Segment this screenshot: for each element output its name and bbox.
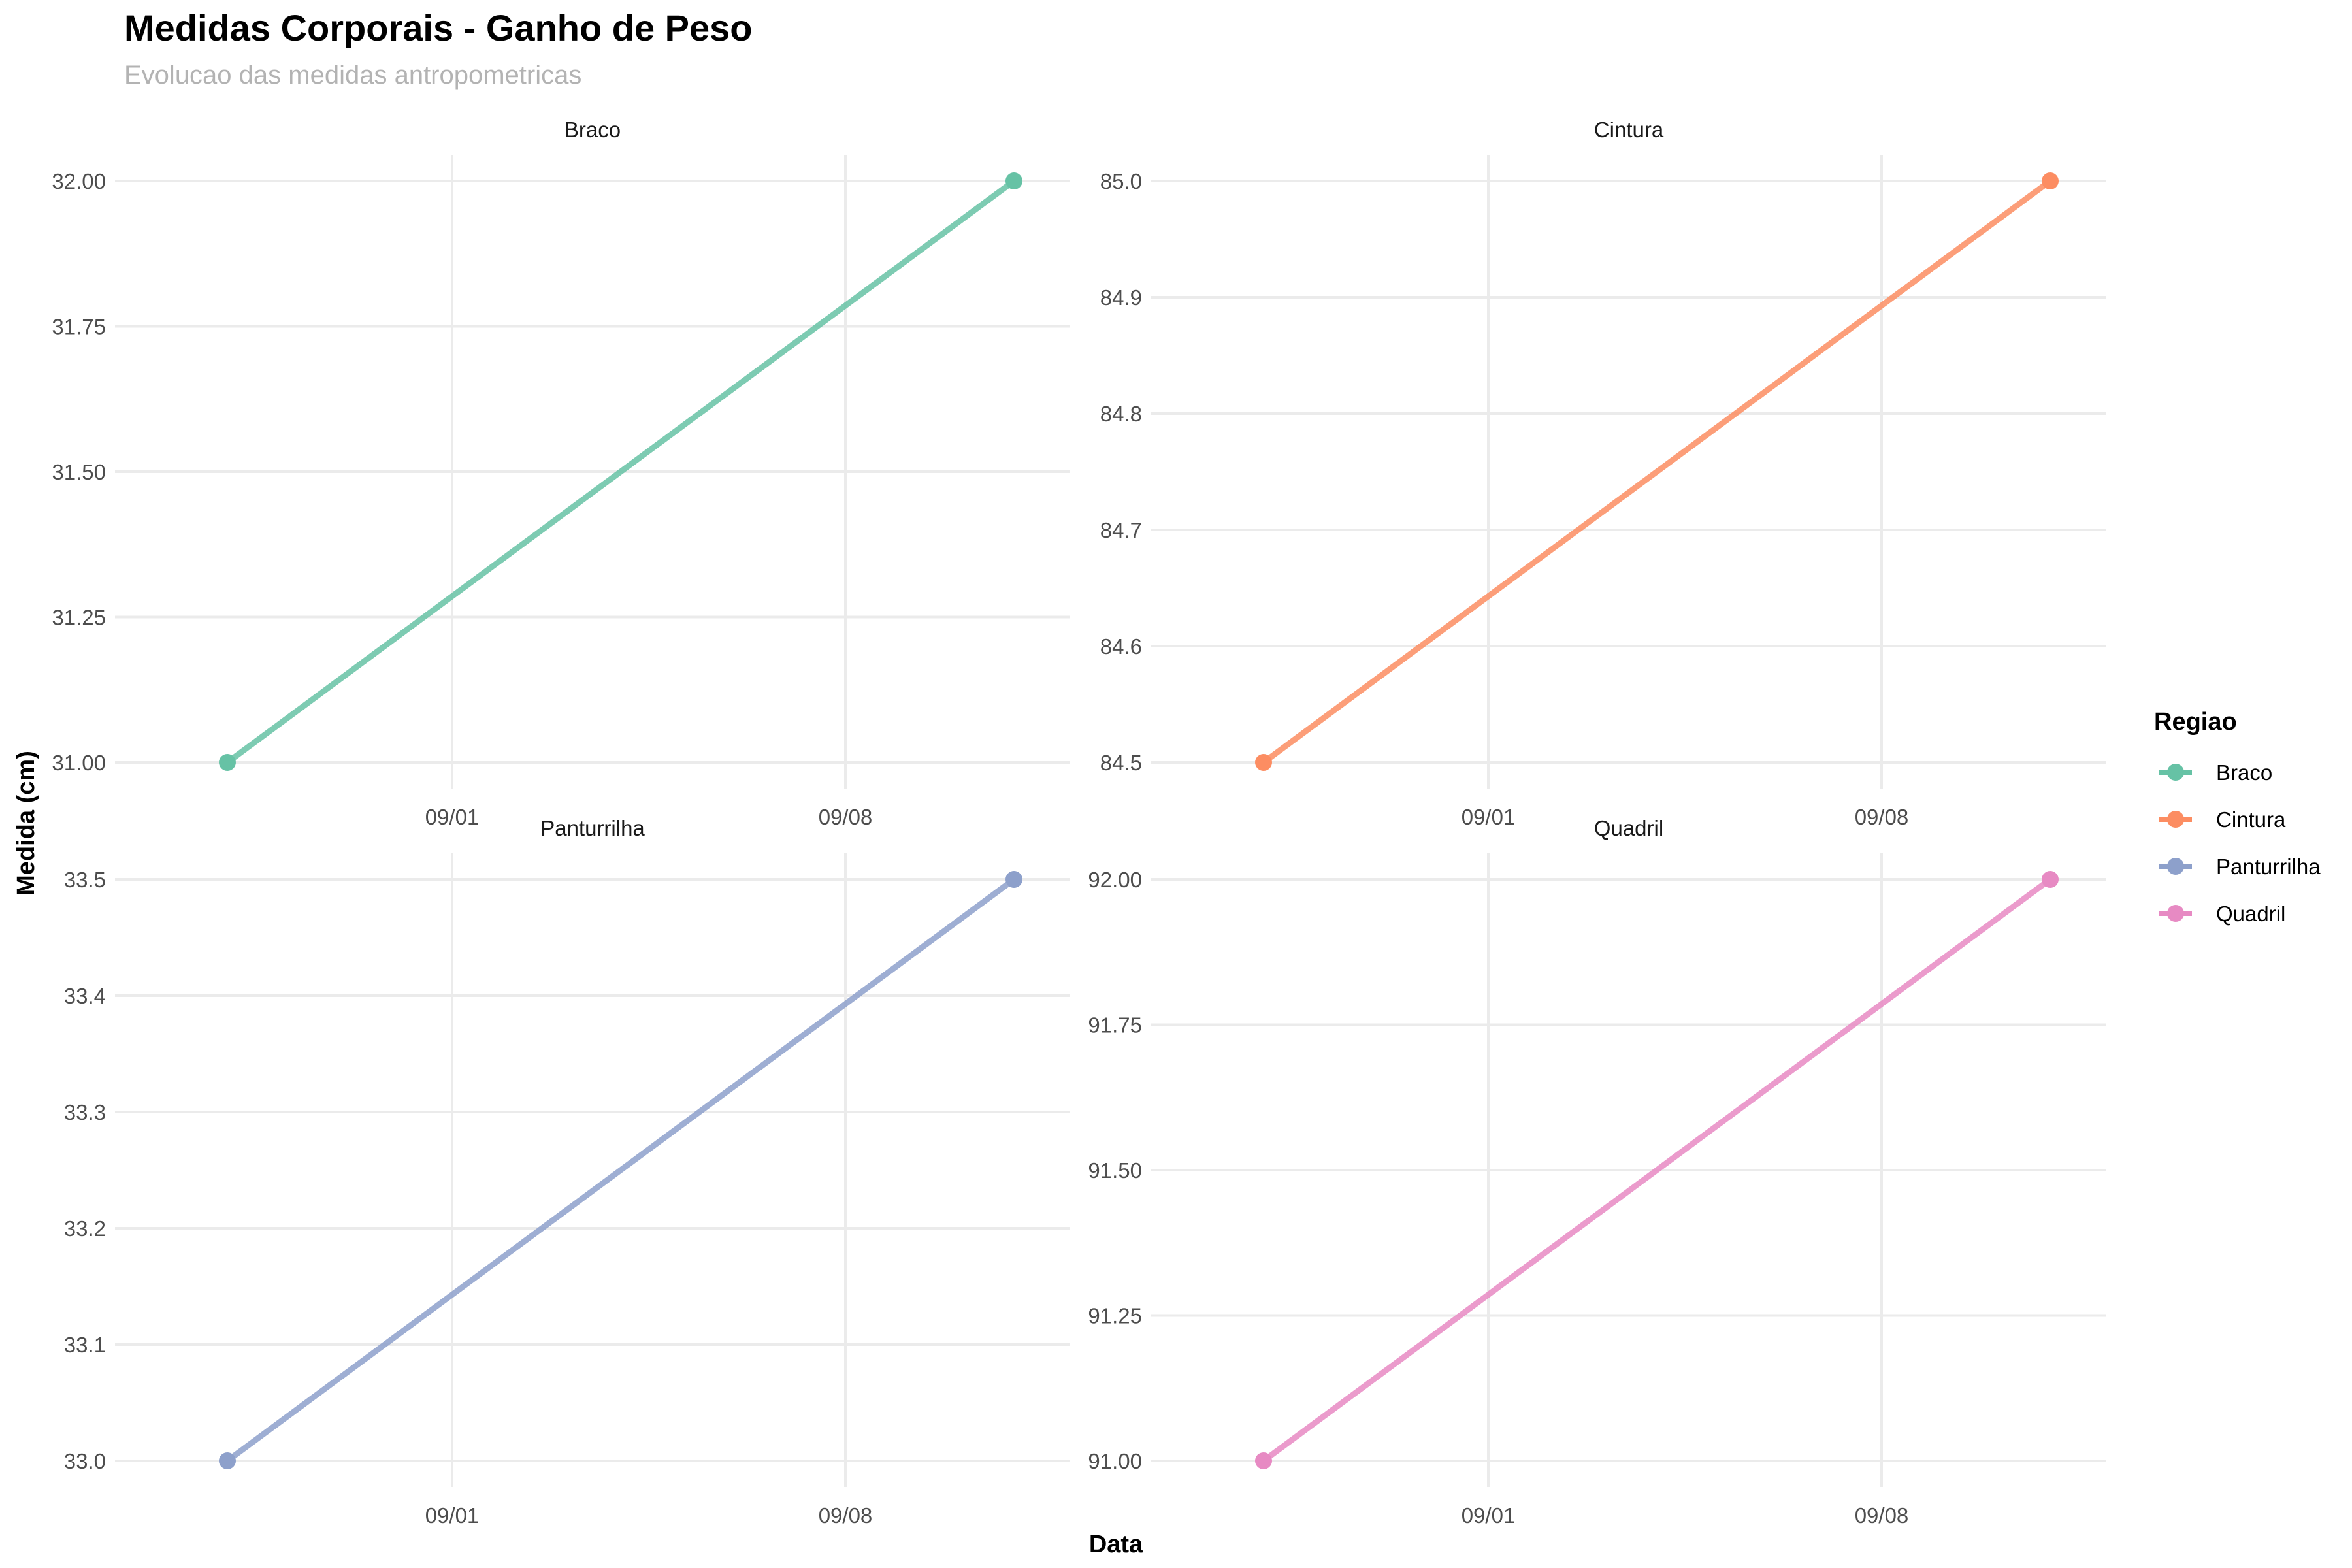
legend-key-point: [2167, 811, 2184, 828]
legend-item-cintura: Cintura: [2159, 808, 2286, 832]
x-tick-label: 09/08: [1855, 805, 1909, 829]
data-point: [2042, 871, 2059, 889]
y-tick-label: 31.00: [52, 751, 106, 775]
x-axis-title: Data: [1089, 1531, 1143, 1558]
y-tick-label: 33.5: [64, 868, 106, 892]
y-tick-label: 84.7: [1100, 518, 1142, 542]
legend-item-panturrilha: Panturrilha: [2159, 855, 2321, 879]
data-point: [219, 1452, 236, 1469]
y-tick-label: 33.3: [64, 1100, 106, 1124]
y-tick-label: 31.50: [52, 460, 106, 484]
y-tick-label: 91.25: [1088, 1303, 1142, 1328]
y-tick-label: 84.6: [1100, 634, 1142, 659]
data-point: [1005, 172, 1022, 190]
y-tick-label: 33.0: [64, 1449, 106, 1473]
panel-strip-label: Cintura: [1594, 118, 1664, 142]
x-tick-label: 09/01: [425, 1503, 480, 1527]
panel-cintura: Cintura 84.5 84.6 84.7 84.8 84.9 85.0 09/01 09/0…: [1100, 118, 2106, 829]
chart-subtitle: Evolucao das medidas antropometricas: [124, 61, 581, 90]
x-tick-label: 09/08: [819, 805, 873, 829]
legend-item-braco: Braco: [2159, 760, 2272, 785]
y-tick-label: 31.25: [52, 605, 106, 629]
y-tick-label: 33.1: [64, 1333, 106, 1357]
legend-title: Regiao: [2154, 708, 2237, 736]
x-tick-label: 09/08: [819, 1503, 873, 1527]
y-tick-label: 85.0: [1100, 169, 1142, 193]
chart-title: Medidas Corporais - Ganho de Peso: [124, 7, 753, 48]
x-tick-label: 09/08: [1855, 1503, 1909, 1527]
y-axis-title: Medida (cm): [12, 751, 40, 896]
x-tick-label: 09/01: [1462, 1503, 1516, 1527]
legend-label: Panturrilha: [2216, 855, 2321, 879]
y-tick-label: 33.2: [64, 1217, 106, 1241]
data-point: [1005, 871, 1022, 889]
data-point: [2042, 172, 2059, 190]
legend-key-point: [2167, 764, 2184, 781]
y-tick-label: 31.75: [52, 315, 106, 339]
series-line-cintura: [1262, 178, 2052, 765]
panel-braco: Braco 31.00 31.25 31.50 31.75 32.00 09/01 09/08: [52, 118, 1070, 829]
panel-panturrilha: Panturrilha 33.0 33.1 33.2 33.3 33.4 33.5 09/01…: [64, 816, 1070, 1527]
legend: Regiao Braco Cintura Panturrilha Quadril: [2154, 708, 2321, 926]
y-tick-label: 92.00: [1088, 868, 1142, 892]
y-tick-label: 84.8: [1100, 402, 1142, 426]
legend-key-point: [2167, 858, 2184, 875]
data-point: [1255, 753, 1272, 771]
y-tick-label: 84.5: [1100, 751, 1142, 775]
legend-key-point: [2167, 905, 2184, 922]
legend-label: Braco: [2216, 760, 2272, 785]
panel-strip-label: Braco: [564, 118, 621, 142]
x-tick-label: 09/01: [1462, 805, 1516, 829]
series-line-panturrilha: [225, 877, 1016, 1463]
series-line-quadril: [1262, 877, 2052, 1463]
x-tick-label: 09/01: [425, 805, 480, 829]
y-tick-label: 32.00: [52, 169, 106, 193]
data-point: [1255, 1452, 1272, 1469]
legend-label: Quadril: [2216, 902, 2285, 926]
series-line-braco: [225, 178, 1016, 765]
legend-item-quadril: Quadril: [2159, 902, 2285, 926]
y-tick-label: 33.4: [64, 984, 106, 1008]
panel-strip-label: Quadril: [1594, 816, 1663, 840]
y-tick-label: 91.00: [1088, 1449, 1142, 1473]
y-tick-label: 84.9: [1100, 286, 1142, 310]
panel-quadril: Quadril 91.00 91.25 91.50 91.75 92.00 09/01 09/…: [1088, 816, 2106, 1527]
facet-panels: Braco 31.00 31.25 31.50 31.75 32.00 09/01 09/08…: [52, 118, 2106, 1527]
y-tick-label: 91.75: [1088, 1013, 1142, 1037]
legend-label: Cintura: [2216, 808, 2286, 832]
data-point: [219, 753, 236, 771]
y-tick-label: 91.50: [1088, 1158, 1142, 1183]
panel-strip-label: Panturrilha: [540, 816, 645, 840]
